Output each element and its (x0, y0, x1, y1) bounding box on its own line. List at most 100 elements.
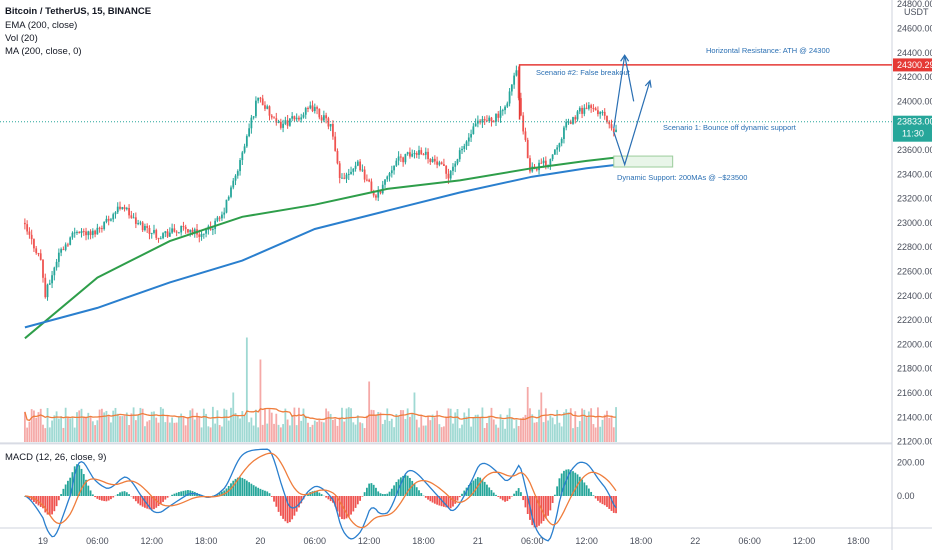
candle-body (141, 222, 144, 231)
support-zone[interactable] (613, 155, 674, 168)
volume-bar (234, 412, 237, 442)
macd-histogram-bar (300, 496, 303, 504)
volume-bar (313, 420, 316, 442)
symbol-legend[interactable]: Bitcoin / TetherUS, 15, BINANCE (5, 6, 151, 17)
volume-bar (375, 415, 377, 442)
vol-legend[interactable]: Vol (20) (5, 33, 38, 44)
candle-body (200, 234, 203, 237)
volume-bar (409, 416, 411, 442)
candle-body (465, 141, 468, 147)
volume-bar (286, 419, 289, 442)
candle-body (64, 244, 67, 250)
candle-body (44, 277, 47, 298)
candle-body (461, 148, 463, 151)
macd-histogram-bar (110, 496, 112, 500)
time-axis[interactable]: 19 06:00 12:00 18:00 20 06:00 12:00 18:00 21 06:0… (38, 536, 870, 546)
scenario-1-arrow[interactable] (613, 80, 651, 167)
macd-histogram-bar (481, 479, 484, 496)
candle-body (178, 232, 180, 234)
macd-histogram-bar (69, 477, 72, 496)
candle-body (352, 168, 355, 172)
volume-bar (585, 417, 588, 442)
volume-bar (82, 416, 85, 442)
resistance-line[interactable] (518, 64, 892, 120)
macd-histogram-bar (354, 496, 357, 508)
candle-body (273, 117, 275, 119)
candle-body (60, 249, 63, 253)
volume-bar (599, 426, 602, 442)
volume-bar (164, 422, 167, 442)
volume-bar (23, 411, 26, 442)
volume-bar (259, 359, 262, 442)
macd-histogram-bar (531, 496, 534, 526)
volume-bar (73, 427, 76, 442)
candle-body (130, 215, 133, 218)
candle-body (556, 147, 559, 150)
candle-body (270, 115, 273, 118)
macd-histogram-bar (356, 496, 359, 505)
macd-legend[interactable]: MACD (12, 26, close, 9) (5, 452, 106, 463)
volume-bar (553, 424, 556, 442)
candle-body (39, 253, 42, 260)
macd-histogram-bar (268, 493, 271, 496)
macd-histogram-bar (134, 496, 137, 502)
ma-legend[interactable]: MA (200, close, 0) (5, 46, 82, 57)
macd-histogram-bar (547, 496, 549, 516)
candle-body (486, 120, 488, 122)
volume-bar (307, 422, 309, 442)
candle-body (320, 117, 323, 121)
candle-body (363, 169, 366, 180)
candle-body (495, 113, 497, 122)
candle-body (35, 248, 38, 254)
volume-bar (526, 387, 529, 442)
macd-histogram-bar (433, 496, 436, 504)
volume-bar (241, 411, 244, 442)
macd-histogram-bar (153, 496, 155, 510)
macd-histogram-bar (94, 496, 96, 498)
volume-bar (431, 414, 434, 442)
scenario-2-arrow[interactable] (613, 55, 635, 129)
volume-bar (535, 422, 538, 442)
candle-body (257, 97, 260, 101)
macd-histogram-bar (48, 496, 51, 515)
volume-bar (55, 411, 58, 442)
macd-histogram-bar (472, 480, 475, 496)
volume-bar (225, 409, 228, 442)
volume-bar (325, 408, 328, 442)
macd-histogram-bar (352, 496, 355, 512)
candle-body (413, 153, 416, 155)
price-axis[interactable]: 24800.00 24600.00 24400.00 24200.00 24000.00… (897, 0, 932, 447)
macd-histogram-bar (248, 482, 251, 496)
candle-body (252, 116, 255, 118)
volume-bar (495, 424, 497, 442)
candle-body (567, 121, 570, 123)
volume-bar (132, 407, 135, 442)
candle-body (368, 179, 371, 182)
candle-body (82, 231, 85, 233)
macd-histogram-bar (98, 496, 101, 500)
volume-bar (547, 420, 549, 442)
candle-body (30, 234, 33, 240)
volume-bar (304, 415, 307, 442)
macd-histogram-bar (295, 496, 298, 512)
price-tick-label: 22000.00 (897, 339, 932, 349)
volume-bar (205, 413, 207, 442)
macd-histogram-bar (164, 496, 167, 500)
volume-bar (216, 410, 219, 442)
volume-bar (336, 425, 339, 442)
macd-histogram-bar (594, 496, 597, 499)
macd-histogram-bar (533, 496, 536, 528)
macd-axis[interactable]: 200.00 0.00 (897, 458, 925, 502)
time-tick-label: 12:00 (140, 536, 163, 546)
volume-bar (567, 412, 570, 442)
volume-bar (572, 428, 574, 442)
candle-body (28, 231, 31, 235)
volume-bar (463, 412, 466, 442)
ema-legend[interactable]: EMA (200, close) (5, 20, 77, 31)
macd-histogram-bar (549, 496, 552, 511)
volume-bar (123, 415, 126, 442)
horizontal-resistance-label: Horizontal Resistance: ATH @ 24300 (706, 46, 830, 55)
macd-histogram-bar (216, 493, 219, 496)
candle-body (175, 231, 178, 233)
